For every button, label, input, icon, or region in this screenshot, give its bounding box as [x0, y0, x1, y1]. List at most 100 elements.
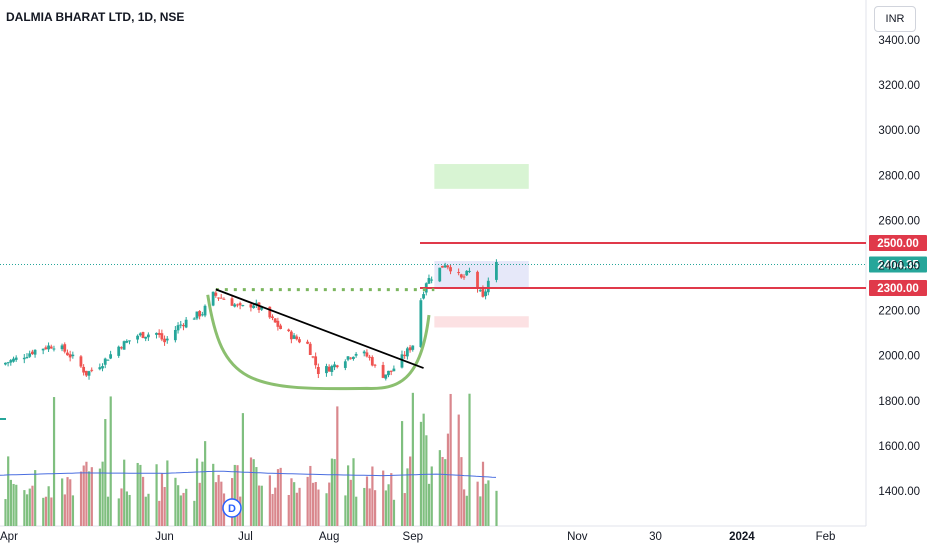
volume-bar	[106, 496, 110, 526]
volume-bar	[66, 477, 69, 526]
volume-bar	[306, 476, 309, 526]
candle-body	[66, 352, 69, 356]
candle-body	[146, 334, 150, 338]
candle-body	[203, 305, 207, 316]
candle-body	[120, 347, 123, 349]
volume-bar	[52, 397, 56, 526]
candle-body	[6, 362, 10, 364]
time-axis[interactable]: Apr Jun Jul Aug Sep Nov 30 2024 Feb	[0, 531, 835, 543]
candle-body	[354, 353, 358, 356]
candle-body	[68, 354, 72, 358]
y-tick-label: 2800.00	[878, 170, 920, 182]
candle-body	[49, 346, 53, 349]
x-tick-label: Sep	[403, 531, 423, 543]
candle-body	[292, 335, 296, 339]
last-price-tag-label: 2404.35	[877, 260, 919, 272]
volume-bar	[4, 499, 7, 526]
volume-bar	[255, 467, 258, 526]
x-tick-label: Jun	[155, 531, 174, 543]
volume-bar	[484, 483, 487, 526]
y-tick-label: 2200.00	[878, 306, 920, 318]
volume-bar	[160, 473, 164, 526]
candle-body	[325, 366, 328, 374]
volume-bar	[368, 488, 371, 526]
candle-body	[438, 267, 442, 282]
x-tick-label: 2024	[729, 531, 755, 543]
currency-button[interactable]: INR	[874, 6, 916, 32]
dividend-marker: D	[222, 498, 242, 518]
candle-body	[30, 351, 34, 355]
volume-bar	[400, 421, 404, 526]
volume-bar	[463, 489, 466, 526]
chart-title: DALMIA BHARAT LTD, 1D, NSE	[6, 10, 185, 24]
candle-body	[478, 290, 482, 292]
candle-body	[241, 305, 245, 307]
candle-body	[392, 368, 396, 372]
volume-bar	[295, 492, 298, 526]
candle-body	[486, 280, 490, 293]
volume-bars	[0, 392, 498, 526]
candle-body	[295, 336, 299, 340]
candle-body	[384, 374, 388, 379]
y-tick-label: 1800.00	[878, 396, 920, 408]
volume-bar	[365, 476, 369, 526]
volume-bar	[276, 469, 280, 526]
candle-body	[219, 297, 223, 299]
last-price-tag-bg	[869, 256, 927, 273]
volume-bar	[198, 482, 201, 526]
candle-body	[236, 304, 239, 306]
chart-grid	[0, 0, 867, 527]
volume-bar	[333, 459, 336, 526]
volume-bar	[63, 494, 66, 526]
candle-body	[173, 329, 177, 341]
volume-bar	[249, 457, 253, 526]
price-axis[interactable]: 1400.00 1600.00 1800.00 2000.00 2200.00 2400.…	[878, 35, 920, 498]
candle-body	[362, 351, 366, 354]
volume-bar	[444, 459, 447, 526]
volume-bar	[79, 471, 83, 526]
y-tick-label: 1400.00	[878, 486, 920, 498]
volume-bar	[109, 396, 112, 526]
volume-bar	[427, 483, 431, 526]
volume-bar	[481, 461, 485, 526]
candle-body	[214, 292, 218, 296]
volume-bar	[290, 478, 293, 526]
candle-body	[271, 316, 274, 319]
volume-bar	[344, 495, 347, 526]
candle-body	[289, 331, 293, 340]
volume-bar	[233, 464, 236, 526]
volume-bar	[446, 433, 450, 526]
volume-bar	[252, 459, 255, 526]
candle-body	[155, 332, 158, 335]
volume-bar	[460, 457, 463, 526]
volume-bar	[179, 495, 182, 526]
volume-bar	[352, 458, 355, 526]
candle-body	[249, 304, 253, 308]
cup-curve	[206, 294, 431, 391]
volume-bar	[88, 471, 91, 526]
candle-body	[287, 329, 291, 332]
volume-bar	[363, 487, 366, 526]
volume-bar	[101, 461, 104, 526]
volume-bar	[349, 479, 352, 526]
volume-bar	[42, 497, 45, 526]
volume-bar	[31, 485, 34, 526]
volume-bar	[441, 457, 444, 526]
volume-bar	[82, 465, 85, 526]
candle-body	[381, 364, 385, 378]
volume-bar	[158, 500, 161, 526]
dividend-marker-label: D	[228, 503, 236, 515]
candle-body	[422, 294, 425, 299]
volume-bar	[298, 487, 301, 526]
candle-body	[103, 358, 107, 365]
volume-bar	[44, 496, 48, 526]
volume-bar	[241, 413, 245, 526]
volume-bar	[495, 490, 498, 526]
candle-body	[430, 279, 434, 281]
level-tag: 2300.00	[869, 280, 927, 297]
volume-bar	[136, 462, 139, 526]
candle-body	[252, 305, 255, 309]
volume-bar	[271, 493, 274, 526]
candle-body	[117, 346, 121, 356]
